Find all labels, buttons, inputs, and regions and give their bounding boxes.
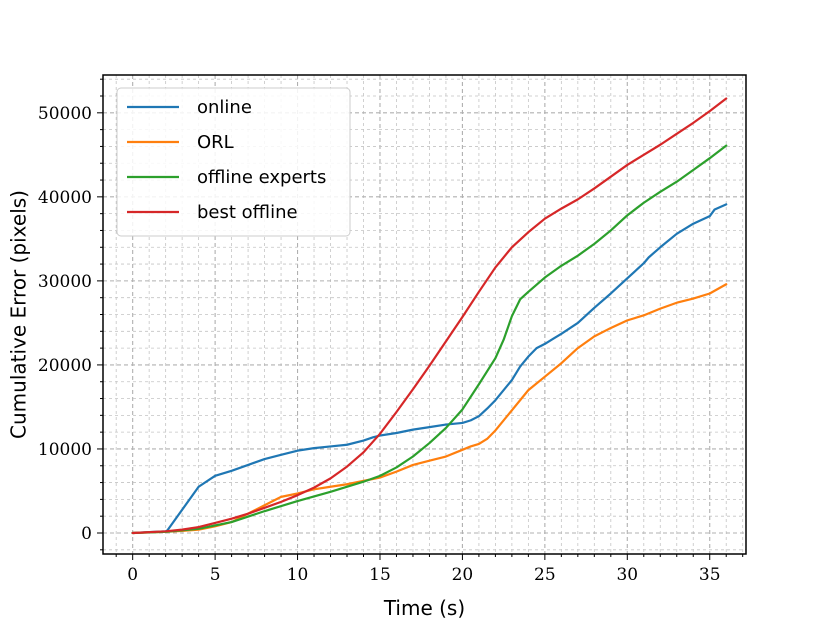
x-tick-label: 35 bbox=[699, 565, 721, 585]
x-tick-label: 30 bbox=[616, 565, 638, 585]
legend-box bbox=[116, 87, 351, 237]
y-axis-title: Cumulative Error (pixels) bbox=[7, 190, 31, 439]
legend-label: online bbox=[197, 97, 252, 118]
x-axis-title: Time (s) bbox=[383, 596, 465, 620]
y-tick-label: 10000 bbox=[38, 440, 92, 460]
x-tick-label: 25 bbox=[534, 565, 556, 585]
y-tick-label: 20000 bbox=[38, 356, 92, 376]
legend: online ORL offline experts best offline bbox=[116, 87, 351, 237]
series-group bbox=[131, 97, 728, 535]
y-tick-label: 50000 bbox=[38, 104, 92, 124]
x-tick-label: 10 bbox=[287, 565, 309, 585]
y-tick-label: 40000 bbox=[38, 188, 92, 208]
series-line-best-offline bbox=[131, 97, 728, 535]
legend-label: ORL bbox=[197, 132, 234, 153]
y-tick-label: 30000 bbox=[38, 272, 92, 292]
y-tick-label: 0 bbox=[81, 524, 92, 544]
x-tick-label: 20 bbox=[452, 565, 474, 585]
x-tick-label: 5 bbox=[210, 565, 221, 585]
ticks: 0 5 10 15 20 25 30 35 0 10000 20000 30000 40000 50000 bbox=[38, 78, 744, 585]
x-tick-label: 0 bbox=[127, 565, 138, 585]
series-line-online bbox=[131, 203, 728, 535]
series-line-offline-experts bbox=[131, 144, 728, 535]
legend-label: best offline bbox=[197, 202, 298, 223]
x-tick-label: 15 bbox=[369, 565, 391, 585]
legend-label: offline experts bbox=[197, 167, 326, 188]
